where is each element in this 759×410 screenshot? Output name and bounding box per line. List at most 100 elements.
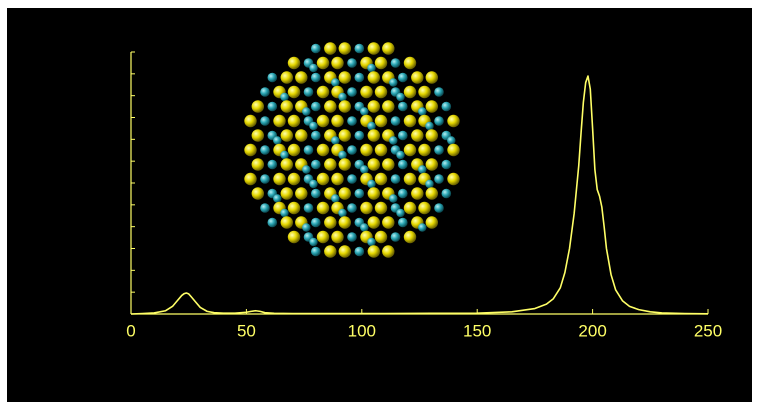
- atom: [311, 247, 321, 257]
- page: {"chart_data": {"type": "line", "x": [0,…: [0, 0, 759, 410]
- atom: [396, 209, 404, 217]
- atom: [375, 86, 387, 98]
- atom: [338, 93, 346, 101]
- atom: [244, 115, 256, 127]
- atom: [375, 115, 387, 127]
- atom: [304, 87, 314, 97]
- atom: [280, 209, 288, 217]
- atom: [447, 115, 459, 127]
- atom: [418, 107, 426, 115]
- atom: [244, 144, 256, 156]
- atom: [304, 203, 314, 213]
- atom: [442, 189, 452, 199]
- atom: [404, 144, 416, 156]
- atom: [280, 151, 288, 159]
- atom: [404, 202, 416, 214]
- atom: [317, 173, 329, 185]
- atom: [389, 78, 397, 86]
- atom: [302, 165, 310, 173]
- atom: [268, 160, 278, 170]
- atom: [324, 216, 336, 228]
- atom: [355, 131, 365, 141]
- atom: [317, 231, 329, 243]
- x-tick-label: 150: [463, 321, 491, 340]
- atom: [273, 194, 281, 202]
- atom: [273, 136, 281, 144]
- atom: [398, 160, 408, 170]
- atom: [260, 203, 270, 213]
- atom: [360, 107, 368, 115]
- atom: [391, 174, 401, 184]
- atom: [398, 189, 408, 199]
- atom: [331, 231, 343, 243]
- atom: [396, 93, 404, 101]
- atom: [442, 160, 452, 170]
- atom: [317, 57, 329, 69]
- atom: [411, 187, 423, 199]
- atom: [260, 87, 270, 97]
- atom: [339, 71, 351, 83]
- atom: [281, 100, 293, 112]
- atom: [324, 100, 336, 112]
- atom: [426, 158, 438, 170]
- atom: [382, 42, 394, 54]
- atom: [382, 245, 394, 257]
- atom: [375, 202, 387, 214]
- atom: [339, 245, 351, 257]
- atom: [324, 42, 336, 54]
- atom: [309, 180, 317, 188]
- atom: [425, 180, 433, 188]
- atom: [302, 107, 310, 115]
- atom: [347, 232, 357, 242]
- atom: [391, 116, 401, 126]
- atom: [389, 194, 397, 202]
- atom: [447, 136, 455, 144]
- atom: [295, 71, 307, 83]
- atom: [339, 158, 351, 170]
- atom: [339, 187, 351, 199]
- atom: [398, 102, 408, 112]
- atom: [442, 102, 452, 112]
- atom: [360, 202, 372, 214]
- atom: [426, 71, 438, 83]
- atom: [375, 231, 387, 243]
- chart: 050100150200250: [0, 0, 759, 410]
- atom: [331, 115, 343, 127]
- atom: [434, 87, 444, 97]
- atom: [281, 129, 293, 141]
- atom: [368, 158, 380, 170]
- atom: [367, 238, 375, 246]
- atom: [268, 102, 278, 112]
- atom: [368, 71, 380, 83]
- atom: [382, 158, 394, 170]
- atom: [367, 122, 375, 130]
- atom: [355, 44, 365, 54]
- atom: [268, 73, 278, 83]
- atom: [280, 93, 288, 101]
- atom: [295, 187, 307, 199]
- atom: [389, 136, 397, 144]
- atom: [268, 218, 278, 228]
- atom: [368, 100, 380, 112]
- atom: [252, 187, 264, 199]
- atom: [252, 100, 264, 112]
- atom: [426, 216, 438, 228]
- atom: [260, 145, 270, 155]
- atom: [338, 151, 346, 159]
- atom: [339, 129, 351, 141]
- atom: [368, 42, 380, 54]
- atom: [324, 245, 336, 257]
- atom: [368, 129, 380, 141]
- atom: [309, 122, 317, 130]
- atom: [375, 57, 387, 69]
- atom: [368, 216, 380, 228]
- atom: [404, 86, 416, 98]
- atom: [396, 151, 404, 159]
- atom: [273, 173, 285, 185]
- atom: [309, 238, 317, 246]
- atom: [434, 145, 444, 155]
- atom: [418, 202, 430, 214]
- atom: [404, 57, 416, 69]
- atom: [281, 187, 293, 199]
- atom: [311, 218, 321, 228]
